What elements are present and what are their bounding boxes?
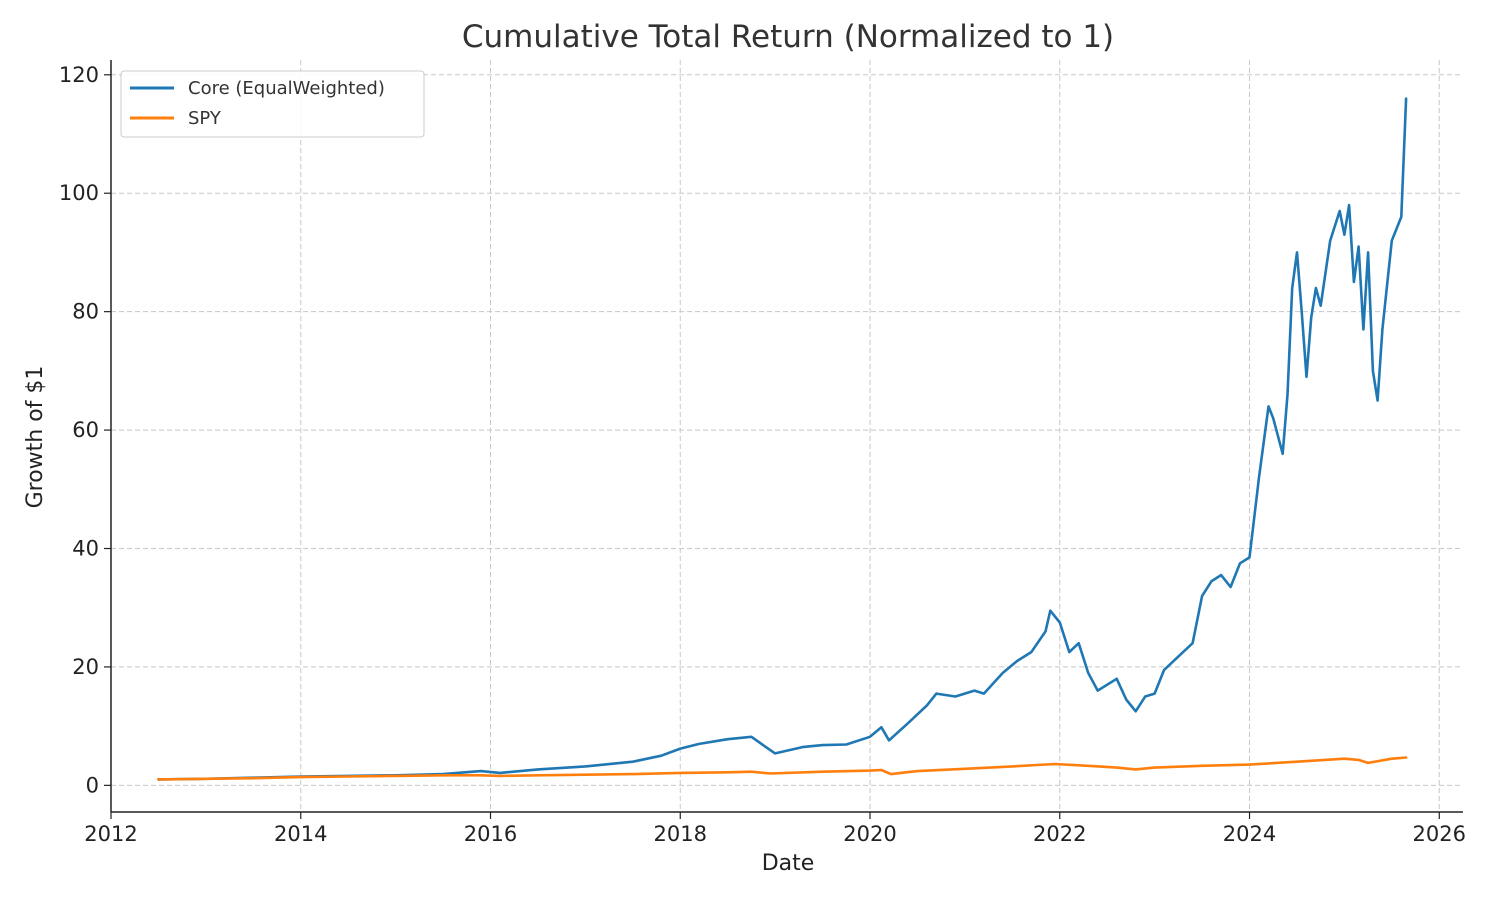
legend-box [120, 70, 425, 138]
y-tick-label: 80 [72, 300, 99, 324]
x-tick-label: 2014 [274, 822, 327, 846]
x-tick-label: 2026 [1413, 822, 1466, 846]
series-lines [157, 97, 1408, 781]
x-axis-label: Date [762, 851, 815, 876]
x-tick-label: 2020 [843, 822, 896, 846]
x-tick-label: 2012 [84, 822, 137, 846]
legend-label-spy: SPY [188, 108, 222, 129]
series-line-core [157, 97, 1408, 781]
y-tick-label: 0 [86, 773, 99, 797]
chart-title: Cumulative Total Return (Normalized to 1… [462, 19, 1114, 55]
legend: Core (EqualWeighted) SPY [120, 70, 425, 138]
y-tick-label: 60 [72, 418, 99, 442]
x-tick-label: 2024 [1223, 822, 1276, 846]
y-tick-label: 20 [72, 655, 99, 679]
tick-labels: 2012 2014 2016 2018 2020 2022 2024 2026 0 20 40 60 8… [59, 63, 1466, 846]
legend-label-core: Core (EqualWeighted) [188, 78, 385, 99]
x-tick-label: 2018 [654, 822, 707, 846]
series-line-spy [157, 756, 1408, 781]
y-tick-label: 100 [59, 181, 99, 205]
y-axis-label: Growth of $1 [23, 366, 48, 509]
x-tick-label: 2022 [1033, 822, 1086, 846]
gridlines [110, 60, 1463, 812]
y-tick-label: 120 [59, 63, 99, 87]
y-tick-label: 40 [72, 537, 99, 561]
x-tick-label: 2016 [464, 822, 517, 846]
axes [104, 60, 1463, 819]
